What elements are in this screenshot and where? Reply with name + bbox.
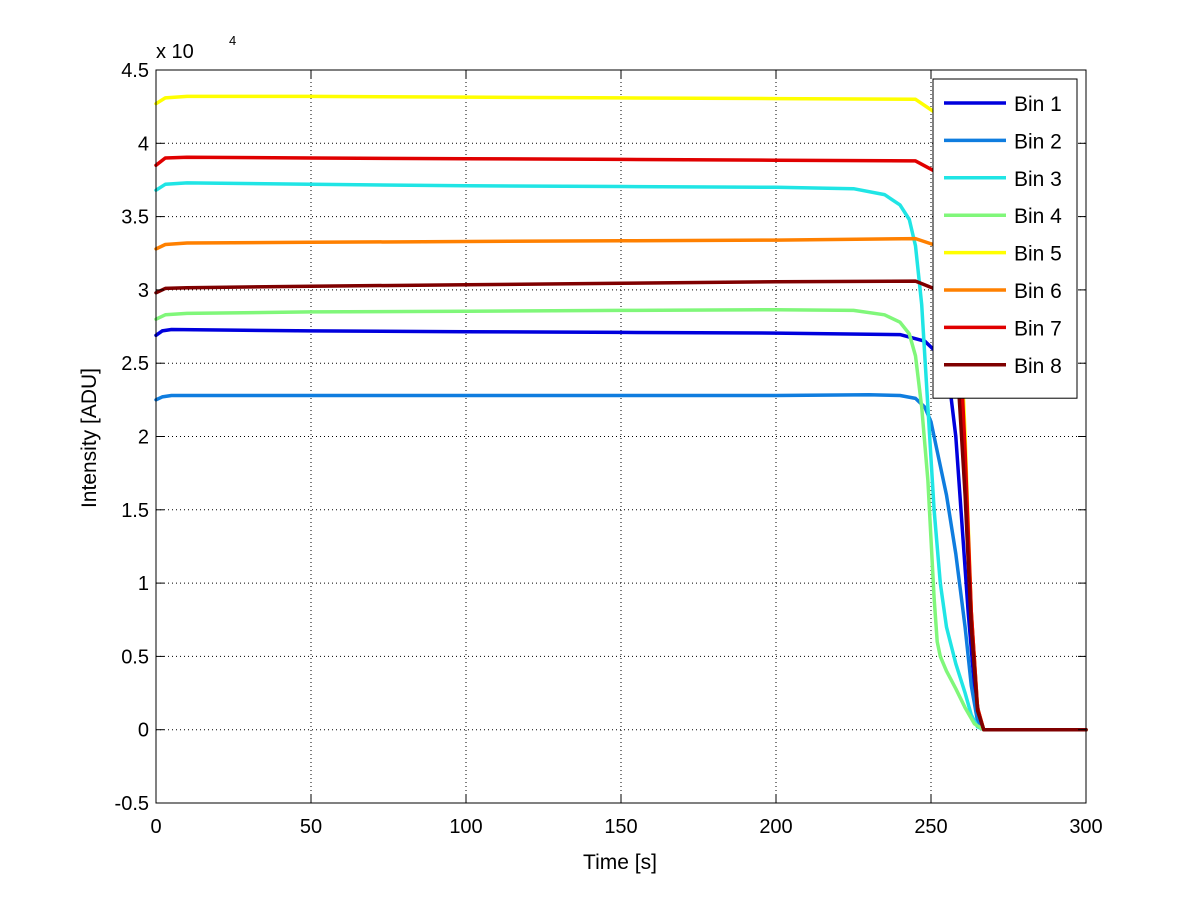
series-line-bin-8: [154, 279, 1088, 732]
y-tick-label: 0.5: [121, 646, 149, 668]
x-tick-label: 250: [914, 816, 947, 838]
y-tick-labels: -0.5 0 0.5 1 1.5 2 2.5 3 3.5 4 4.5: [115, 60, 149, 815]
legend-label: Bin 3: [1014, 168, 1062, 191]
series-lines: [154, 94, 1088, 732]
y-exponent-base: x 10: [156, 41, 194, 63]
x-tick-label: 100: [449, 816, 482, 838]
y-exponent-power: 4: [229, 33, 236, 48]
y-tick-label: 2.5: [121, 353, 149, 375]
x-tick-label: 200: [759, 816, 792, 838]
y-tick-label: 3.5: [121, 207, 149, 229]
x-tick-labels: 0 50 100 150 200 250 300: [150, 816, 1102, 838]
legend-box: [932, 78, 1078, 399]
y-exponent-label: x 10 4: [156, 33, 236, 63]
legend-label: Bin 5: [1014, 243, 1062, 266]
y-tick-label: 0: [138, 720, 149, 742]
y-tick-label: 2: [138, 427, 149, 449]
y-tick-label: 3: [138, 280, 149, 302]
legend-label: Bin 2: [1014, 130, 1062, 153]
x-tick-label: 150: [604, 816, 637, 838]
tick-marks: [155, 69, 1087, 804]
legend-label: Bin 4: [1014, 205, 1062, 228]
legend: Bin 1 Bin 2 Bin 3 Bin 4 Bin 5 Bin 6 Bin 7 Bin 8: [932, 78, 1078, 399]
legend-label: Bin 7: [1014, 317, 1062, 340]
y-tick-label: 4.5: [121, 60, 149, 82]
series-line-bin-4: [154, 307, 1088, 732]
y-tick-label: 4: [138, 133, 149, 155]
legend-label: Bin 1: [1014, 93, 1062, 116]
y-axis-label: Intensity [ADU]: [78, 368, 101, 508]
x-axis-label: Time [s]: [583, 851, 657, 874]
y-tick-label: 1.5: [121, 500, 149, 522]
grid: [156, 70, 1086, 803]
x-tick-label: 0: [150, 816, 161, 838]
x-tick-label: 50: [300, 816, 322, 838]
legend-label: Bin 6: [1014, 280, 1062, 303]
legend-label: Bin 8: [1014, 355, 1062, 378]
series-line-bin-3: [154, 181, 1088, 732]
y-tick-label: 1: [138, 573, 149, 595]
x-tick-label: 300: [1069, 816, 1102, 838]
y-tick-label: -0.5: [115, 793, 149, 815]
